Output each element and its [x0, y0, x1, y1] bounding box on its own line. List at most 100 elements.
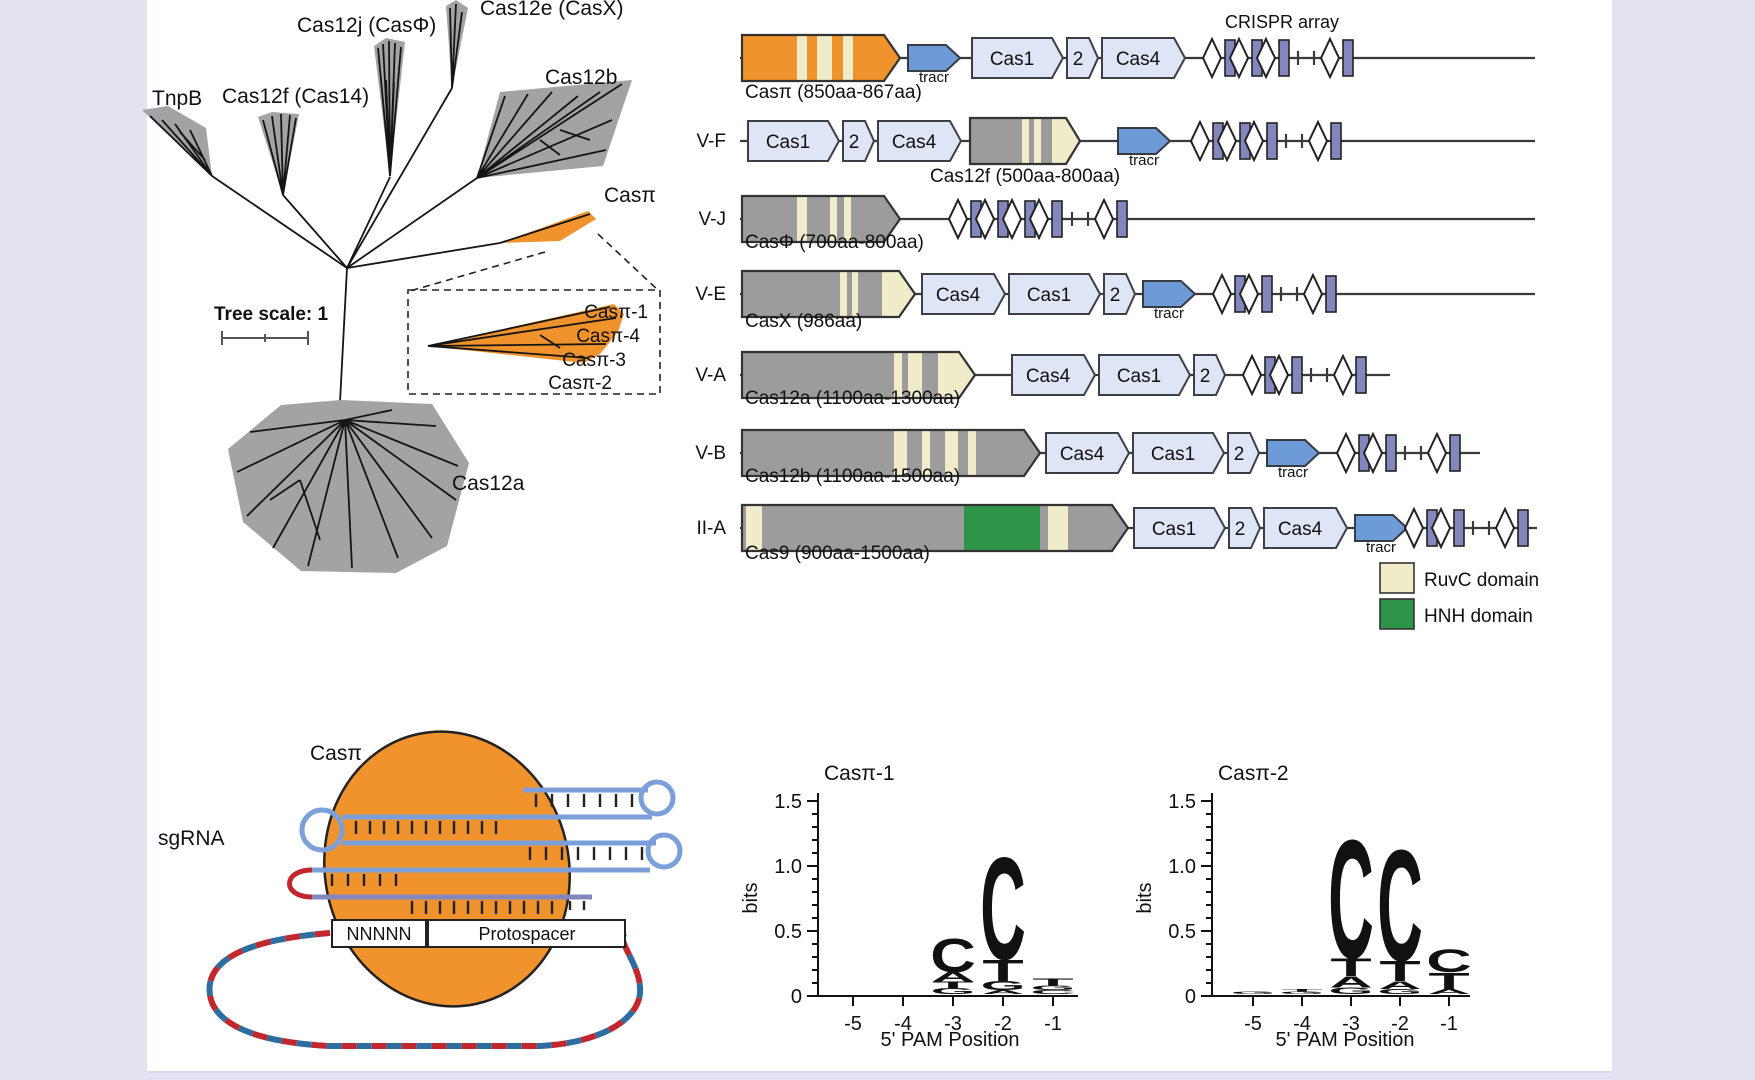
inset-label-caspi-3: Casπ-3 [562, 350, 626, 371]
gene-label: Cas1 [766, 132, 810, 153]
crispr-array [948, 199, 1128, 239]
legend-swatch-ruvc [1379, 562, 1415, 594]
clade-label-caspi: Casπ [604, 184, 656, 207]
effector-cas12b [740, 428, 1042, 478]
locus-caption: Cas12f (500aa-800aa) [930, 166, 1120, 187]
branch-cas12a-trunk [339, 267, 348, 403]
locus-type: II-A [696, 518, 726, 539]
x-tick-label: -1 [1044, 1013, 1062, 1035]
inset-label-caspi-4: Casπ-4 [576, 326, 640, 347]
tracr-label: tracr [1129, 152, 1159, 169]
y-tick-label: 0.5 [1168, 921, 1196, 943]
gene-label: Cas1 [1117, 366, 1161, 387]
y-axis-label: bits [1134, 882, 1156, 913]
logo-letter-A: A [931, 970, 974, 985]
clade-label-tnpb: TnpB [152, 87, 202, 110]
gene-label: Cas4 [1060, 444, 1105, 465]
x-tick-label: -4 [894, 1013, 912, 1035]
clade-cas12a [228, 400, 469, 573]
tracr-label: tracr [1278, 464, 1308, 481]
logo-letter-G: G [1031, 984, 1076, 991]
x-axis-label: 5' PAM Position [880, 1029, 1019, 1051]
gene-label: 2 [849, 132, 860, 153]
sgrna-loop-left [299, 807, 345, 853]
rnp-protein-label: Casπ [310, 742, 362, 765]
branch-cas12b [346, 177, 478, 269]
x-tick-label: -5 [1244, 1013, 1262, 1035]
logo-title: Casπ-1 [824, 762, 895, 785]
logo-letter-T: T [1032, 977, 1073, 988]
target-boxes: NNNNN Protospacer [331, 919, 626, 948]
x-axis-label: 5' PAM Position [1275, 1029, 1414, 1051]
locus-row-casx: V-E Cas4 Cas1 2 tracr CasX (986aa) [695, 269, 1535, 332]
logo-letter-T: T [1330, 953, 1371, 981]
locus-caption: Cas9 (900aa-1500aa) [745, 543, 930, 564]
tracr-label: tracr [1366, 539, 1396, 556]
gene-label: Cas1 [990, 49, 1034, 70]
dna-strand-red [206, 930, 644, 1049]
crispr-array-label: CRISPR array [1225, 12, 1339, 32]
gene-label: Cas4 [892, 132, 937, 153]
clade-tnpb [142, 106, 213, 177]
logo-letter-C: C [980, 826, 1025, 990]
gene-label: Cas1 [1152, 519, 1196, 540]
domain-legend: RuvC domain HNH domain [1379, 562, 1539, 630]
logo-axes: 0 0.5 1.0 1.5 -5 -4 -3 -2 -1 [774, 791, 1078, 1035]
branch-cas12f [282, 194, 348, 269]
gene-label: 2 [1235, 519, 1246, 540]
logo-letter-C: C [1426, 943, 1472, 979]
clade-label-cas12j: Cas12j (CasΦ) [297, 14, 436, 37]
y-tick-label: 0.5 [774, 921, 802, 943]
logo-letter-T: T [1379, 955, 1421, 987]
effector-cas9 [740, 503, 1130, 553]
protospacer-box-label: Protospacer [478, 924, 575, 944]
y-tick-label: 1.0 [774, 856, 802, 878]
clade-label-cas12f: Cas12f (Cas14) [222, 85, 369, 108]
logo-letter-C: C [1030, 989, 1075, 995]
gene-label: 2 [1200, 366, 1211, 387]
branch-caspi [346, 242, 501, 269]
dna-plasmid [206, 930, 644, 1049]
inset-clade-wedge [428, 304, 624, 363]
gene-label: 2 [1234, 444, 1245, 465]
basepair-ticks [330, 794, 644, 914]
logo-letter-C: C [930, 928, 975, 982]
x-tick-label: -2 [1391, 1013, 1409, 1035]
logo-letter-G: G [1231, 991, 1276, 995]
y-tick-label: 1.0 [1168, 856, 1196, 878]
legend-swatch-hnh [1379, 598, 1415, 630]
logo-letter-T: T [982, 954, 1023, 988]
sgrna-loop-right-2 [645, 832, 683, 870]
y-tick-label: 1.5 [774, 791, 802, 813]
gene-label: Cas4 [1116, 49, 1161, 70]
locus-caption: CasΦ (700aa-800aa) [745, 232, 924, 253]
y-tick-label: 0 [791, 986, 802, 1008]
locus-caption: Casπ (850aa-867aa) [745, 82, 922, 103]
tracr-label: tracr [919, 69, 949, 86]
locus-caption: Cas12b (1100aa-1500aa) [745, 466, 960, 487]
legend-label-hnh: HNH domain [1424, 606, 1533, 627]
x-tick-label: -5 [844, 1013, 862, 1035]
clade-label-cas12a: Cas12a [452, 472, 525, 495]
locus-caption: Cas12a (1100aa-1300aa) [745, 388, 960, 409]
logo-letter-G: G [931, 987, 976, 996]
locus-diagrams: CRISPR array tracr Cas1 2 Cas4 [695, 12, 1539, 630]
clade-cas12b [476, 80, 632, 179]
dna-strand-blue [206, 930, 644, 1049]
tree-scale-label: Tree scale: 1 [214, 304, 329, 325]
logo-letter-T: T [1281, 988, 1322, 992]
y-tick-label: 0 [1185, 986, 1196, 1008]
sgrna-strands [287, 779, 683, 914]
locus-row-cas12a: V-A Cas4 Cas1 2 Cas12a (1100aa-1300aa) [695, 350, 1390, 409]
pam-logo-caspi-2: Casπ-2 bits 5' PAM Position 0 0.5 1.0 1.5 -5… [1134, 762, 1472, 1051]
clade-label-cas12b: Cas12b [545, 66, 617, 89]
locus-row-casphi: V-J CasΦ (700aa-800aa) [699, 194, 1535, 253]
locus-type: V-A [695, 365, 726, 386]
clade-cas12j [374, 38, 405, 177]
tracr-label: tracr [1154, 305, 1184, 322]
pam-box-label: NNNNN [347, 924, 412, 944]
logo-title: Casπ-2 [1218, 762, 1289, 785]
effector-casx [740, 269, 917, 319]
